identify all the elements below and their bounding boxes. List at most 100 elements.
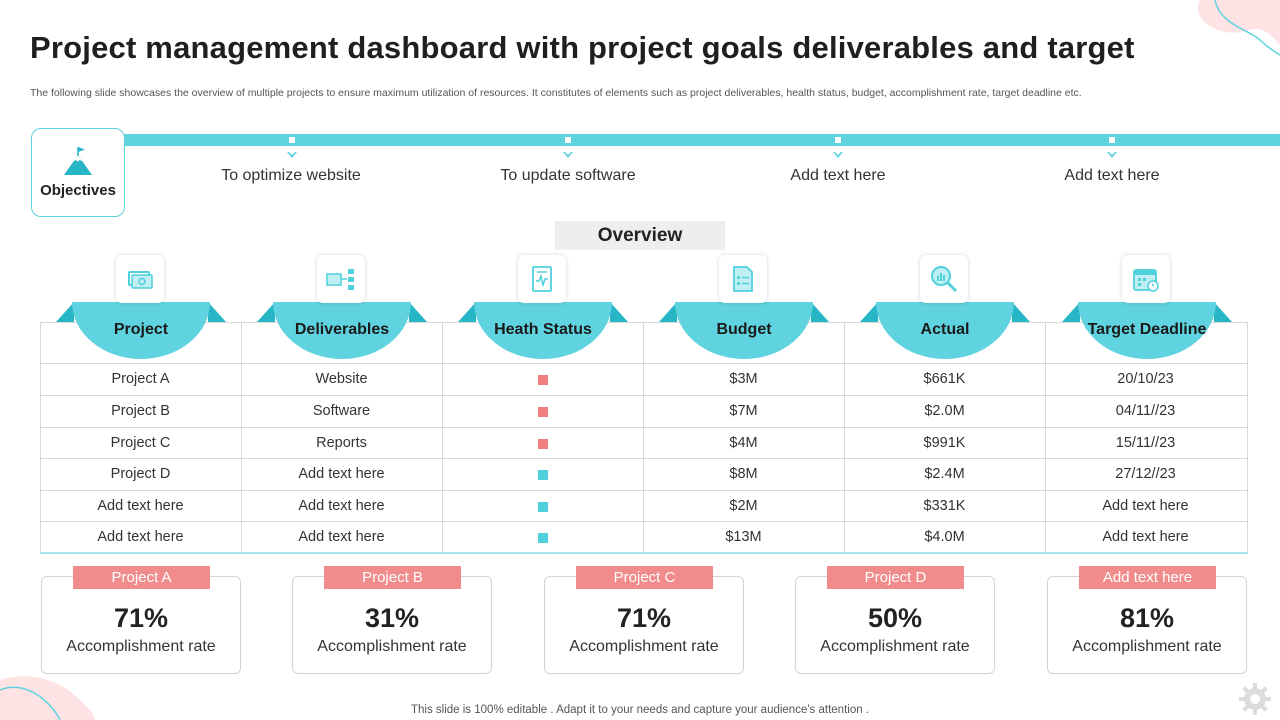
analysis-magnifier-icon <box>920 255 968 303</box>
table-bottom-border <box>40 552 1248 554</box>
card-project-tag: Project D <box>827 566 964 589</box>
table-cell-deliverable: Add text here <box>298 497 385 514</box>
header-ribbon-fold <box>1062 302 1080 322</box>
table-divider <box>40 490 1248 491</box>
timeline-arrow <box>563 152 573 158</box>
mountain-flag-icon <box>64 147 92 175</box>
header-ribbon-fold <box>409 302 427 322</box>
table-cell-project: Project B <box>111 403 170 419</box>
table-divider <box>40 521 1248 522</box>
table-divider <box>442 322 443 554</box>
column-header-label: Target Deadline <box>1087 320 1207 338</box>
table-cell-deadline: 04/11//23 <box>1115 403 1176 419</box>
header-ribbon-fold <box>610 302 628 322</box>
money-icon <box>116 255 164 303</box>
accomplishment-label: Accomplishment rate <box>66 638 216 655</box>
table-cell-deadline: 15/11//23 <box>1115 434 1176 451</box>
table-cell-deliverable: Software <box>312 403 371 419</box>
objective-item: To update software <box>500 167 636 184</box>
table-cell-budget: $8M <box>729 466 758 482</box>
table-cell-project: Add text here <box>97 528 184 545</box>
table-cell-actual: $991K <box>923 434 966 451</box>
page-title: Project management dashboard with projec… <box>30 30 1135 65</box>
table-cell-budget: $3M <box>729 371 758 387</box>
table-cell-deliverable: Reports <box>316 434 367 451</box>
table-cell-budget: $7M <box>729 403 758 419</box>
table-divider <box>844 322 845 554</box>
table-cell-budget: $13M <box>725 528 762 545</box>
table-cell-actual: $661K <box>923 371 966 387</box>
health-report-icon <box>518 255 566 303</box>
table-cell-deadline: Add text here <box>1102 497 1189 514</box>
header-ribbon-fold <box>860 302 878 322</box>
table-cell-project: Project A <box>111 371 170 387</box>
table-cell-project: Project D <box>110 466 171 482</box>
table-divider <box>241 322 242 554</box>
table-cell-budget: $2M <box>729 497 758 514</box>
table-cell-actual: $331K <box>923 497 966 514</box>
budget-document-icon <box>719 255 767 303</box>
table-cell-deliverable: Website <box>315 371 368 387</box>
table-divider <box>40 322 41 554</box>
accomplishment-card: Project B 31% Accomplishment rate <box>292 566 492 674</box>
column-header-target-deadline: Target Deadline <box>1062 255 1232 360</box>
table-divider <box>40 363 1248 364</box>
objective-item: Add text here <box>790 167 886 184</box>
column-header-label: Project <box>113 320 169 338</box>
timeline-arrow <box>287 152 297 158</box>
objective-item: Add text here <box>1064 167 1160 184</box>
calendar-icon <box>1122 255 1170 303</box>
column-header-project: Project <box>56 255 226 360</box>
column-header-label: Actual <box>920 320 970 338</box>
accomplishment-percent: 81% <box>1119 603 1175 633</box>
objective-item: To optimize website <box>221 167 361 184</box>
column-header-label: Budget <box>716 320 772 338</box>
gear-icon <box>1239 683 1271 715</box>
health-status-indicator <box>538 375 548 385</box>
table-cell-actual: $2.4M <box>924 466 965 482</box>
card-project-tag: Project A <box>73 566 210 589</box>
column-header-deliverables: Deliverables <box>257 255 427 360</box>
header-ribbon-fold <box>659 302 677 322</box>
deliverables-icon <box>317 255 365 303</box>
accomplishment-percent: 50% <box>867 603 923 633</box>
table-divider <box>40 395 1248 396</box>
footer-note: This slide is 100% editable . Adapt it t… <box>410 704 869 716</box>
overview-label: Overview <box>555 221 725 250</box>
header-ribbon-fold <box>1214 302 1232 322</box>
table-cell-deadline: 20/10/23 <box>1117 371 1174 387</box>
table-divider <box>40 427 1248 428</box>
table-cell-actual: $4.0M <box>924 528 965 545</box>
table-cell-deadline: Add text here <box>1102 528 1189 545</box>
table-divider <box>643 322 644 554</box>
timeline-node <box>1108 136 1116 144</box>
column-header-health-status: Heath Status <box>458 255 628 360</box>
timeline-node <box>564 136 572 144</box>
header-ribbon-fold <box>56 302 74 322</box>
accomplishment-percent: 71% <box>616 603 672 633</box>
timeline-node <box>834 136 842 144</box>
table-cell-project: Project C <box>110 434 171 451</box>
column-header-actual: Actual <box>860 255 1030 360</box>
header-ribbon-fold <box>811 302 829 322</box>
header-ribbon-fold <box>1012 302 1030 322</box>
table-cell-actual: $2.0M <box>924 403 965 419</box>
table-cell-project: Add text here <box>97 497 184 514</box>
timeline-arrow <box>833 152 843 158</box>
header-ribbon-fold <box>208 302 226 322</box>
column-header-budget: Budget <box>659 255 829 360</box>
card-project-tag: Project C <box>576 566 713 589</box>
column-header-label: Heath Status <box>494 320 592 338</box>
column-header-label: Deliverables <box>294 320 390 338</box>
accomplishment-card: Project D 50% Accomplishment rate <box>795 566 995 674</box>
table-cell-deliverable: Add text here <box>298 466 385 482</box>
objectives-label: Objectives <box>40 182 116 199</box>
corner-decoration-bottom <box>0 676 95 720</box>
accomplishment-label: Accomplishment rate <box>317 638 467 655</box>
table-cell-budget: $4M <box>729 434 758 451</box>
accomplishment-percent: 31% <box>364 603 420 633</box>
accomplishment-label: Accomplishment rate <box>1072 638 1222 655</box>
objectives-timeline-bar <box>120 134 1280 146</box>
card-project-tag: Add text here <box>1079 566 1216 589</box>
health-status-indicator <box>538 532 548 543</box>
